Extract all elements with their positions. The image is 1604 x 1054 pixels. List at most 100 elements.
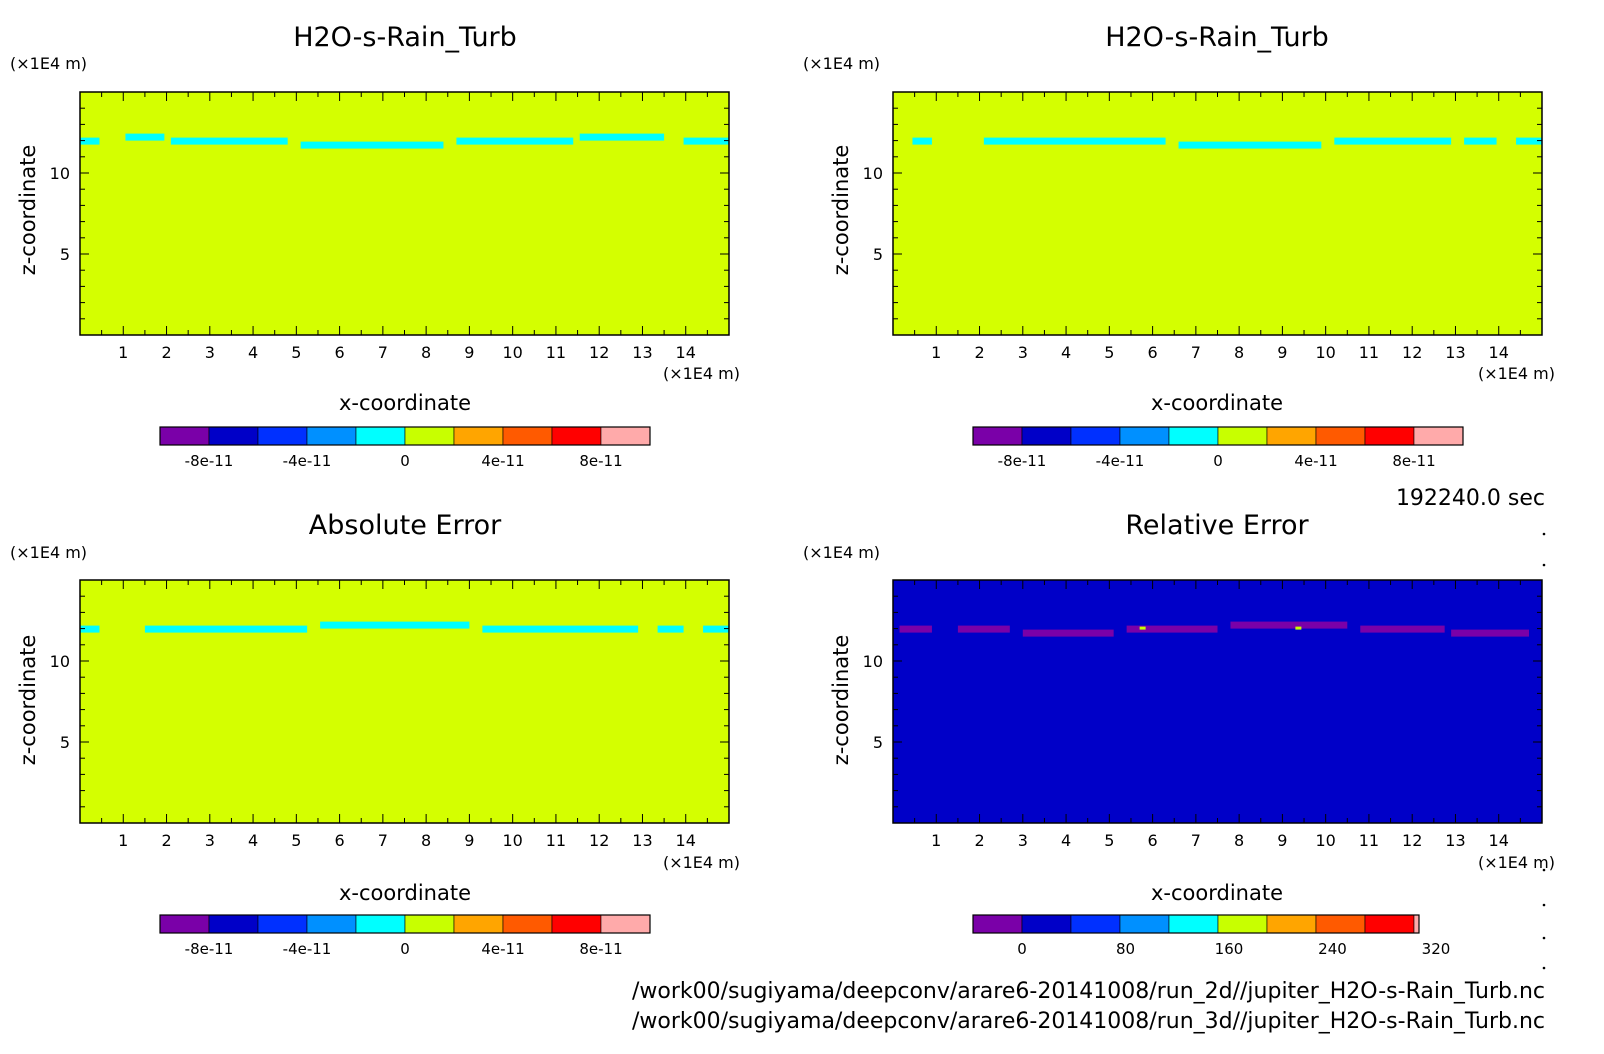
- colorbar-cell: [355, 914, 406, 934]
- colorbar-cell: [1413, 914, 1420, 934]
- x-tick-label: 13: [1445, 343, 1465, 362]
- x-tick-label: 1: [118, 343, 128, 362]
- x-tick-label: 8: [421, 343, 431, 362]
- x-axis-label: x-coordinate: [339, 391, 471, 415]
- x-tick-label: 9: [1277, 831, 1287, 850]
- cloud-band-segment: [300, 141, 444, 149]
- colorbar-cell: [600, 426, 651, 446]
- cloud-band-segment: [703, 625, 729, 633]
- colorbar-label: 0: [400, 940, 410, 958]
- z-unit-label: (×1E4 m): [803, 54, 880, 73]
- x-tick-label: 1: [118, 831, 128, 850]
- x-unit-label: (×1E4 m): [1478, 853, 1555, 872]
- x-tick-label: 7: [1191, 831, 1201, 850]
- cloud-band-segment: [579, 133, 665, 141]
- y-tick-label: 5: [873, 245, 883, 264]
- dot: [1542, 563, 1546, 567]
- y-tick-label: 10: [863, 652, 883, 671]
- cloud-band-segment: [1516, 137, 1542, 145]
- x-tick-label: 2: [974, 831, 984, 850]
- x-tick-label: 10: [502, 831, 522, 850]
- x-tick-label: 1: [931, 343, 941, 362]
- colorbar-cell: [208, 914, 259, 934]
- colorbar-cell: [1070, 914, 1121, 934]
- x-tick-label: 8: [1234, 343, 1244, 362]
- cloud-band-segment: [899, 625, 932, 633]
- colorbar-cell: [551, 426, 602, 446]
- colorbar-label: 0: [400, 452, 410, 470]
- cloud-band-segment: [1451, 629, 1530, 637]
- colorbar-label: 4e-11: [1294, 452, 1337, 470]
- colorbar-cell: [1413, 426, 1464, 446]
- colorbar-cell: [306, 426, 357, 446]
- x-tick-label: 6: [335, 831, 345, 850]
- colorbar-cell: [1119, 914, 1170, 934]
- file-path-run-2d: /work00/sugiyama/deepconv/arare6-2014100…: [632, 979, 1545, 1004]
- colorbar-cell: [306, 914, 357, 934]
- x-unit-label: (×1E4 m): [1478, 364, 1555, 383]
- x-tick-label: 13: [1445, 831, 1465, 850]
- colorbar-label: -8e-11: [185, 452, 234, 470]
- colorbar-cell: [1021, 914, 1072, 934]
- colorbar-label: -8e-11: [185, 940, 234, 958]
- x-tick-label: 12: [589, 831, 609, 850]
- x-tick-label: 10: [1315, 831, 1335, 850]
- colorbar-cell: [1217, 426, 1268, 446]
- cloud-band-segment: [144, 625, 308, 633]
- colorbar-label: 4e-11: [481, 940, 524, 958]
- colorbar-cell: [1168, 426, 1219, 446]
- colorbar-cell: [355, 426, 406, 446]
- colorbar-cell: [453, 426, 504, 446]
- panel-top-left: H2O-s-Rain_Turb (×1E4 m) 1 2 3 4 5 6 7 8 9 10 11 12…: [10, 22, 740, 470]
- file-path-run-3d: /work00/sugiyama/deepconv/arare6-2014100…: [632, 1009, 1545, 1034]
- colorbar-cell: [159, 426, 210, 446]
- field-background: [893, 92, 1542, 335]
- colorbar-cell: [502, 914, 553, 934]
- colorbar-cell: [551, 914, 602, 934]
- z-unit-label: (×1E4 m): [10, 543, 87, 562]
- colorbar-cell: [453, 914, 504, 934]
- dot: [1542, 936, 1546, 940]
- x-tick-label: 14: [1489, 343, 1509, 362]
- x-tick-label: 3: [1018, 831, 1028, 850]
- dot: [1542, 532, 1546, 536]
- y-tick-label: 10: [50, 652, 70, 671]
- y-tick-label: 10: [50, 164, 70, 183]
- colorbar: -8e-11 -4e-11 0 4e-11 8e-11: [159, 426, 651, 470]
- x-tick-label: 3: [205, 831, 215, 850]
- colorbar-frame: [972, 914, 1420, 934]
- panel-bottom-right: Relative Error (×1E4 m) 1 2 3 4 5 6 7 8 9 10 11 12 1…: [803, 510, 1555, 958]
- colorbar-label: 0: [1017, 940, 1027, 958]
- colorbar-frame: [159, 426, 651, 446]
- cloud-band-segment: [683, 137, 729, 145]
- x-tick-label: 12: [1402, 343, 1422, 362]
- colorbar-cell: [502, 426, 553, 446]
- y-axis-label: z-coordinate: [16, 635, 40, 766]
- panel-title: H2O-s-Rain_Turb: [293, 22, 517, 53]
- colorbar-frame: [972, 426, 1464, 446]
- cloud-band-segment: [170, 137, 288, 145]
- x-axis-label: x-coordinate: [1151, 881, 1283, 905]
- colorbar-cell: [208, 426, 259, 446]
- cloud-band-segment: [1360, 625, 1445, 633]
- x-tick-label: 4: [1061, 831, 1071, 850]
- time-label: 192240.0 sec: [1396, 486, 1545, 511]
- panel-bottom-left: Absolute Error (×1E4 m) 1 2 3 4 5 6 7 8 9 10 11 12 1…: [10, 510, 740, 958]
- panel-title: H2O-s-Rain_Turb: [1105, 22, 1329, 53]
- x-tick-label: 10: [1315, 343, 1335, 362]
- colorbar-label: 8e-11: [579, 452, 622, 470]
- x-tick-label: 7: [378, 343, 388, 362]
- colorbar-cell: [1266, 426, 1317, 446]
- x-tick-label: 6: [1148, 831, 1158, 850]
- cloud-band-segment: [657, 625, 684, 633]
- z-unit-label: (×1E4 m): [10, 54, 87, 73]
- margin-dots: [1542, 532, 1546, 970]
- cloud-band-segment: [482, 625, 639, 633]
- x-tick-label: 9: [464, 831, 474, 850]
- x-tick-label: 3: [205, 343, 215, 362]
- x-tick-label: 11: [546, 343, 566, 362]
- cloud-band-segment: [80, 625, 100, 633]
- colorbar-label: -4e-11: [283, 452, 332, 470]
- colorbar-cell: [1119, 426, 1170, 446]
- y-axis-label: z-coordinate: [16, 145, 40, 276]
